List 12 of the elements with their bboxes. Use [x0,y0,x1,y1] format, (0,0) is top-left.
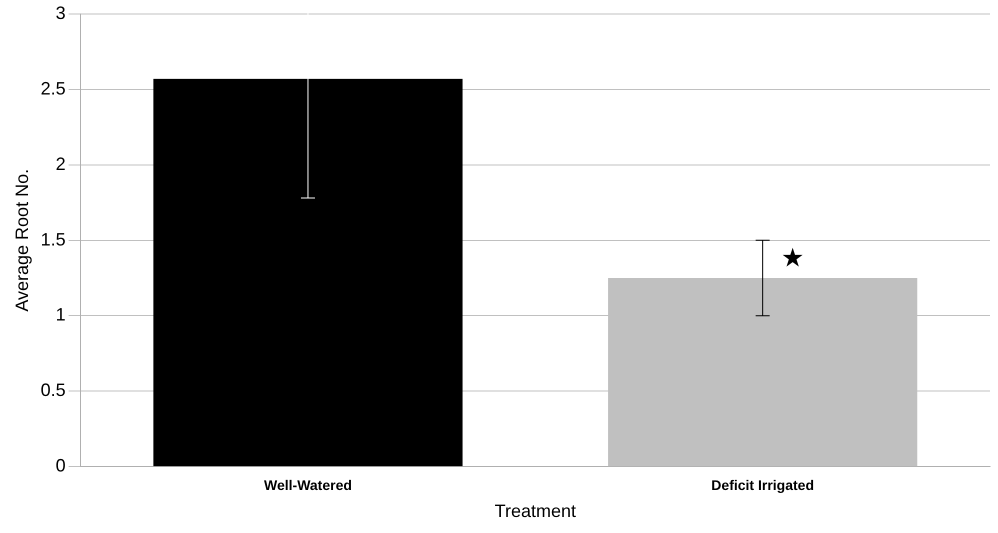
x-tick-label: Well-Watered [264,476,352,493]
y-tick-label: 2.5 [40,78,66,98]
y-tick-label: 0.5 [40,380,66,400]
y-tick-label: 1.5 [40,229,66,250]
y-tick-label: 1 [56,304,66,325]
y-tick-label: 0 [56,456,66,476]
x-tick-label: Deficit Irrigated [711,476,814,493]
x-axis-title: Treatment [494,501,576,522]
y-tick-label: 2 [56,154,66,174]
y-axis-title: Average Root No. [12,168,32,312]
annotation: ★ [781,244,804,274]
y-tick-label: 3 [56,2,66,23]
